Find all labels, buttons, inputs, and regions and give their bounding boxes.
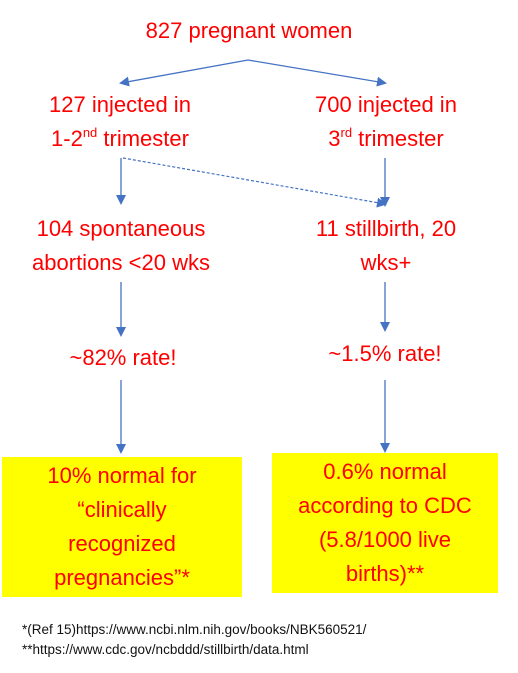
- left-group-trimester-suffix: nd: [82, 124, 98, 140]
- right-normal-line3: (5.8/1000 live: [318, 527, 452, 552]
- right-normal-line2: according to CDC: [298, 493, 472, 518]
- right-group-line2: 3rd trimester: [283, 122, 489, 156]
- right-normal-line4: births)**: [345, 561, 425, 586]
- right-rate-label: ~1.5% rate!: [328, 341, 442, 366]
- arrow-root-to-right: [247, 59, 387, 87]
- left-normal-box: 10% normal for “clinically recognized pr…: [2, 457, 242, 597]
- left-rate-label: ~82% rate!: [69, 345, 177, 370]
- left-normal-line4: pregnancies”*: [54, 565, 190, 590]
- right-group-trimester-suffix: rd: [340, 124, 353, 140]
- left-normal-line3: recognized: [68, 531, 176, 556]
- right-normal-line1: 0.6% normal: [323, 459, 447, 484]
- left-normal-line2: “clinically: [77, 497, 167, 522]
- root-node: 827 pregnant women: [118, 14, 380, 48]
- footnote-ref-2: **https://www.cdc.gov/ncbddd/stillbirth/…: [22, 642, 309, 657]
- footnote-ref-1: *(Ref 15)https://www.ncbi.nlm.nih.gov/bo…: [22, 622, 367, 637]
- left-outcome-line2: abortions <20 wks: [32, 250, 210, 275]
- arrow-root-to-left: [119, 59, 249, 87]
- left-group-trimester-number: 1-2: [51, 126, 83, 151]
- right-group-trimester-word: trimester: [352, 126, 444, 151]
- right-outcome-node: 11 stillbirth, 20 wks+: [282, 212, 490, 280]
- right-outcome-line2: wks+: [360, 250, 412, 275]
- left-normal-line1: 10% normal for: [47, 463, 197, 488]
- left-outcome-node: 104 spontaneous abortions <20 wks: [10, 212, 232, 280]
- right-group-line1: 700 injected in: [315, 92, 457, 117]
- root-label: 827 pregnant women: [145, 18, 353, 43]
- dashed-cross-arrow: [122, 157, 387, 208]
- left-group-line1: 127 injected in: [49, 92, 191, 117]
- right-normal-box: 0.6% normal according to CDC (5.8/1000 l…: [272, 453, 498, 593]
- right-group-trimester-number: 3: [328, 126, 341, 151]
- left-group-node: 127 injected in 1-2nd trimester: [20, 88, 220, 156]
- right-group-node: 700 injected in 3rd trimester: [283, 88, 489, 156]
- left-group-trimester-word: trimester: [97, 126, 189, 151]
- left-group-line2: 1-2nd trimester: [20, 122, 220, 156]
- right-rate-node: ~1.5% rate!: [300, 337, 470, 371]
- left-outcome-line1: 104 spontaneous: [36, 216, 206, 241]
- right-outcome-line1: 11 stillbirth, 20: [315, 216, 457, 241]
- left-rate-node: ~82% rate!: [40, 341, 206, 375]
